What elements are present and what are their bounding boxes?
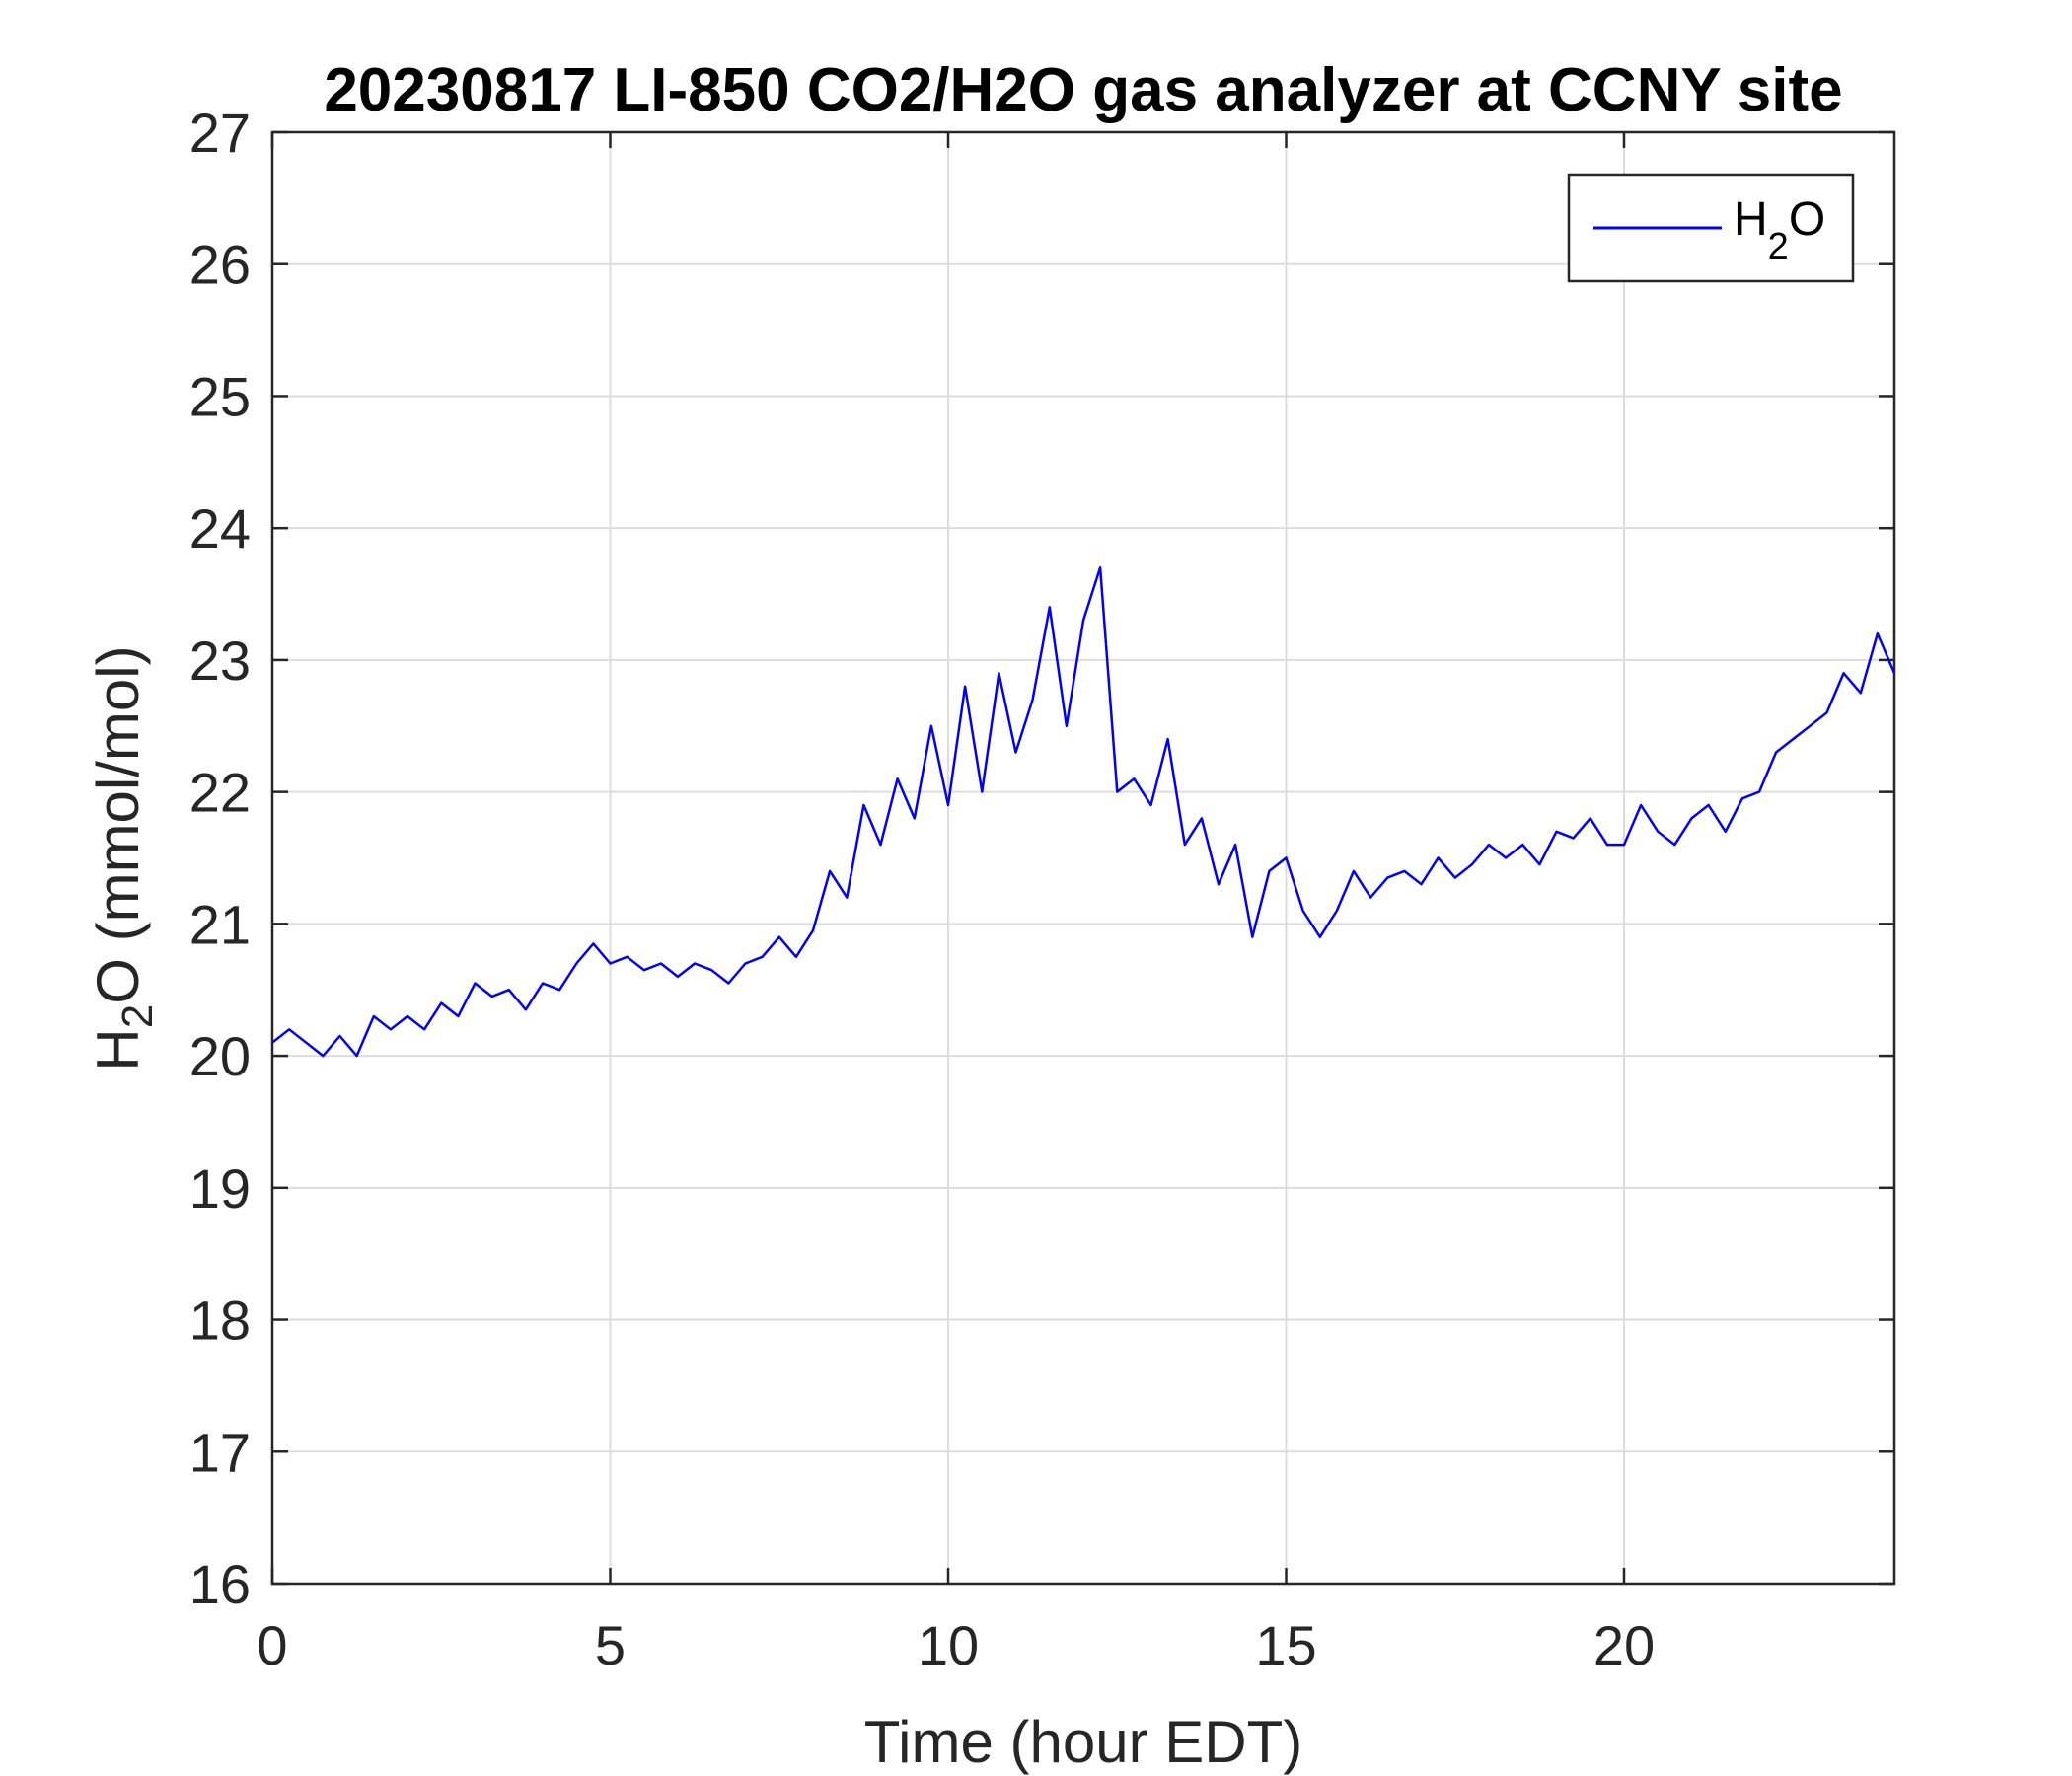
y-tick-label: 23: [189, 629, 251, 692]
y-tick-label: 24: [189, 497, 251, 559]
y-tick-label: 20: [189, 1025, 251, 1087]
series-line-h2o: [271, 566, 1896, 1058]
plot-frame: [270, 130, 1896, 1586]
y-label-sub: 2: [113, 1004, 162, 1028]
x-tick-label: 10: [918, 1614, 979, 1676]
y-tick-label: 19: [189, 1157, 251, 1220]
x-tick-label: 5: [595, 1614, 626, 1676]
ticks: 0 5 10 15 20 16 17 18 19 20 21 22 23 24 25 26 27: [189, 102, 1894, 1676]
x-axis-label: Time (hour EDT): [864, 1709, 1303, 1775]
x-tick-label: 0: [257, 1614, 287, 1676]
x-tick-label: 15: [1255, 1614, 1316, 1676]
y-label-rest: O (mmol/mol): [85, 645, 151, 1003]
y-tick-label: 16: [189, 1553, 251, 1615]
y-tick-label: 21: [189, 893, 251, 955]
y-tick-label: 27: [189, 102, 251, 164]
legend-label-h2o: H2O: [1734, 193, 1825, 267]
chart-title: 20230817 LI-850 CO2/H2O gas analyzer at …: [324, 56, 1842, 124]
x-tick-label: 20: [1593, 1614, 1655, 1676]
y-tick-label: 18: [189, 1290, 251, 1352]
y-tick-label: 22: [189, 762, 251, 824]
y-tick-label: 26: [189, 234, 251, 296]
legend: H2O: [1567, 173, 1855, 283]
y-label-main: H: [85, 1028, 151, 1071]
y-axis-label: H2O (mmol/mol): [85, 645, 162, 1071]
y-tick-label: 25: [189, 365, 251, 427]
y-tick-label: 17: [189, 1421, 251, 1483]
series-layer: [271, 566, 1896, 1058]
